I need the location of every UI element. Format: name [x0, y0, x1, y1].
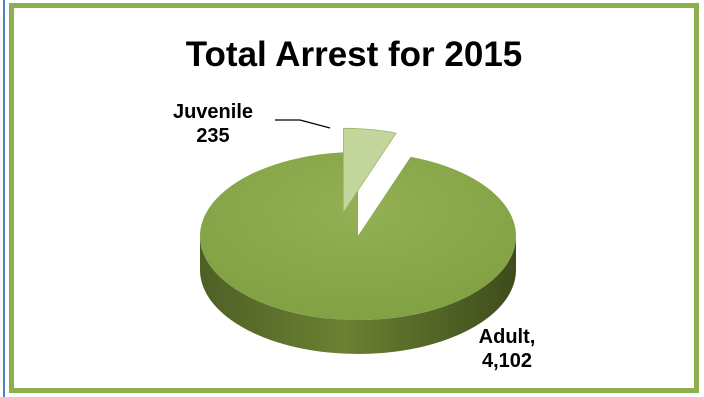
left-edge-strip	[0, 0, 5, 397]
juvenile-data-label: Juvenile 235	[148, 100, 278, 148]
chart-title: Total Arrest for 2015	[185, 35, 523, 74]
juvenile-leader-line-diag	[299, 119, 331, 129]
adult-label-value: 4,102	[481, 350, 533, 372]
adult-slice	[199, 152, 516, 320]
juvenile-label-value: 235	[196, 125, 230, 147]
adult-label-name: Adult,	[478, 326, 536, 348]
juvenile-label-name: Juvenile	[172, 101, 254, 123]
adult-slice-side	[200, 236, 516, 354]
juvenile-slice	[342, 127, 397, 214]
adult-data-label: Adult, 4,102	[452, 325, 562, 373]
